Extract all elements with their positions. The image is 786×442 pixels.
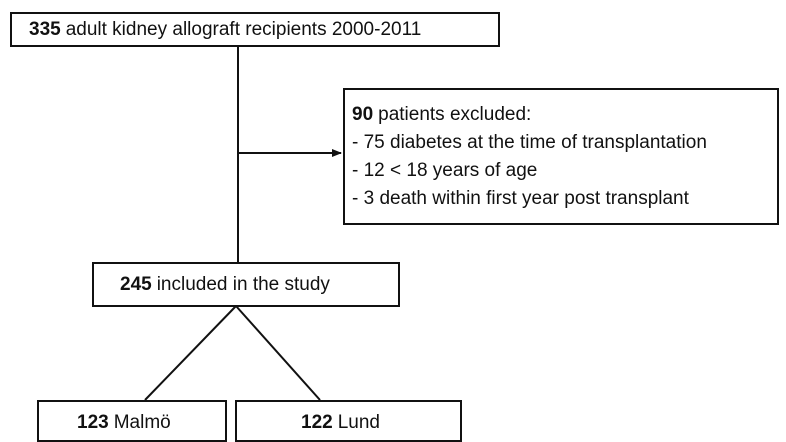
node-label: patients excluded:	[378, 104, 532, 125]
exclusion-item: - 75 diabetes at the time of transplanta…	[352, 132, 707, 153]
connector	[144, 305, 237, 401]
node-text: 90 patients excluded:	[352, 104, 531, 126]
node-text: 122 Lund	[301, 412, 380, 434]
node-count: 122	[301, 412, 333, 433]
exclusion-item: - 12 < 18 years of age	[352, 160, 538, 181]
node-box: 122 Lund	[235, 400, 462, 442]
node-box: 245 included in the study	[92, 262, 400, 307]
connector	[235, 305, 321, 401]
node-text: 123 Malmö	[77, 412, 171, 434]
node-label: included in the study	[156, 274, 330, 295]
node-box: 90 patients excluded: - 75 diabetes at th…	[343, 88, 779, 225]
node-box: 123 Malmö	[37, 400, 227, 442]
node-box: 335 adult kidney allograft recipients 200…	[10, 12, 500, 47]
node-label: Lund	[337, 412, 380, 433]
node-text: 245 included in the study	[120, 274, 330, 296]
node-count: 90	[352, 104, 374, 125]
node-count: 123	[77, 412, 109, 433]
node-count: 335	[29, 19, 61, 40]
node-label: adult kidney allograft recipients 2000-2…	[65, 19, 422, 40]
node-text: 335 adult kidney allograft recipients 200…	[29, 19, 421, 41]
node-count: 245	[120, 274, 152, 295]
exclusion-item: - 3 death within first year post transpl…	[352, 188, 689, 209]
node-label: Malmö	[113, 412, 171, 433]
